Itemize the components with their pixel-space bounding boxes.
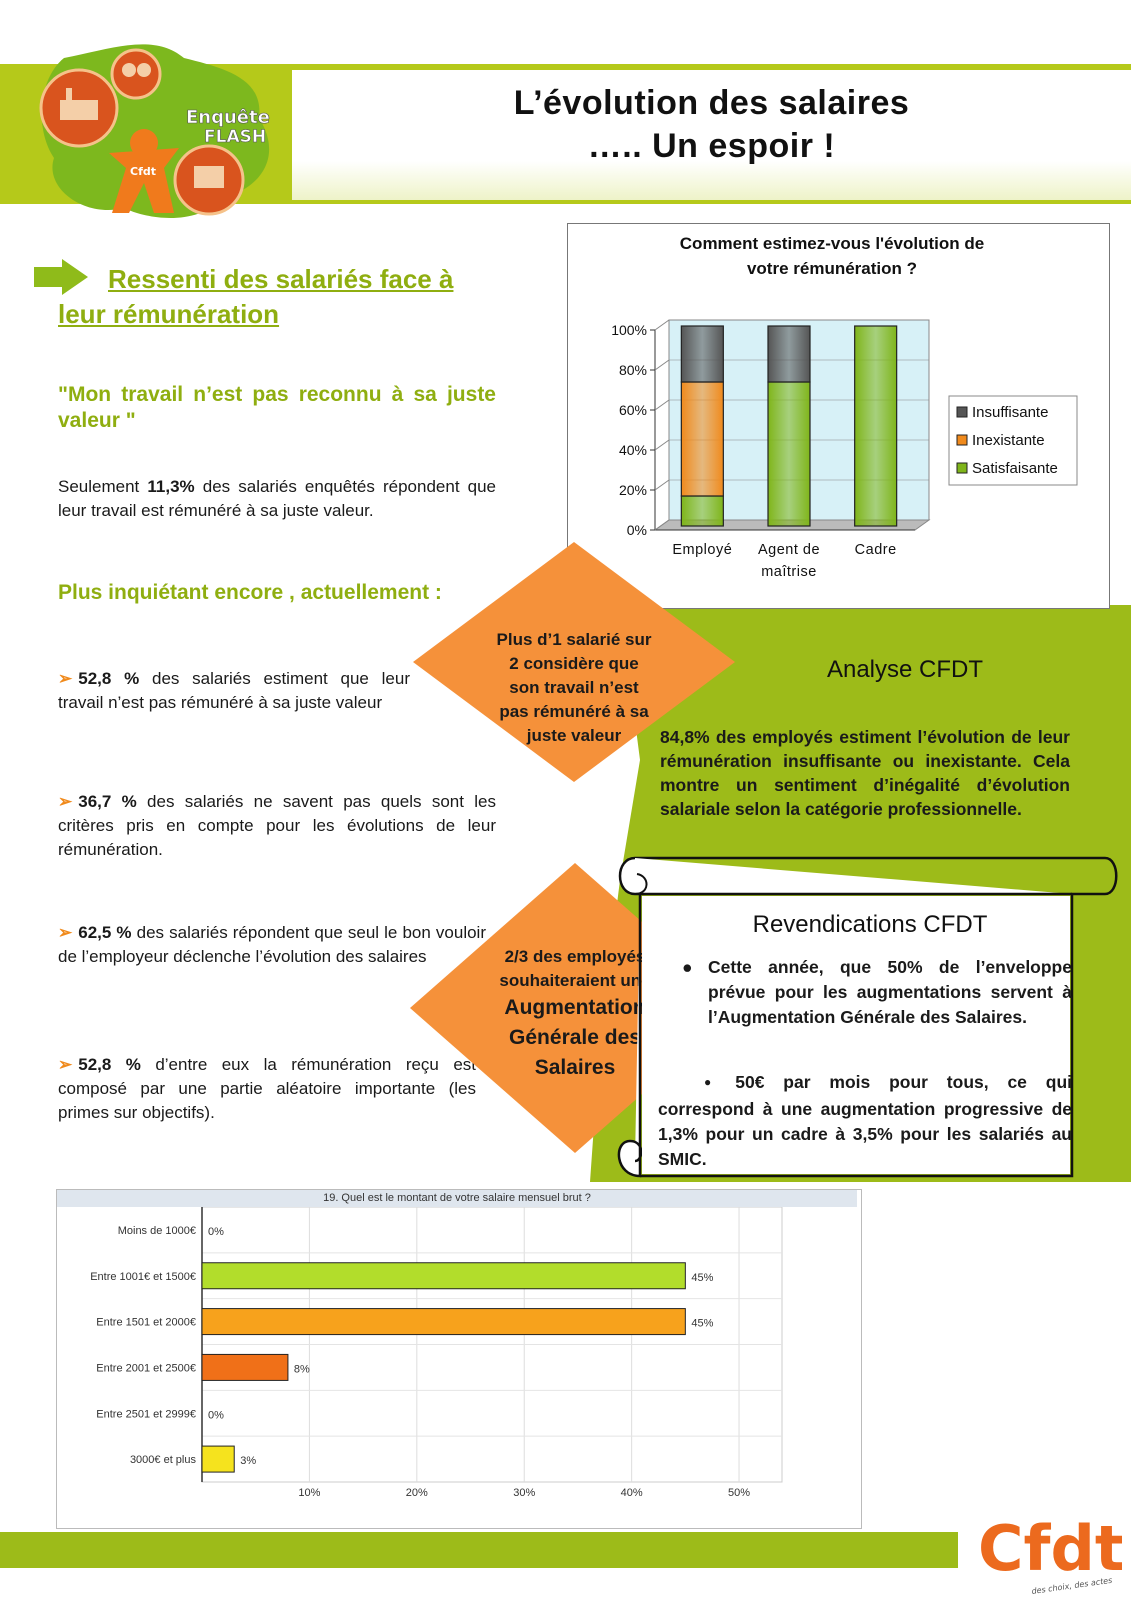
y-grid-diag <box>654 359 670 371</box>
worry-heading: Plus inquiétant encore , actuellement : <box>58 581 442 604</box>
legend-swatch-insuffisante <box>956 406 968 418</box>
computer-icon <box>194 166 224 188</box>
chart-salary: 10% 20% 30% 40% 50% Moins de 1000€ 0% Entre 100… <box>90 1207 783 1499</box>
cfdt-logo-box <box>958 1488 1131 1600</box>
factory-icon <box>60 100 98 120</box>
arrow-right-icon <box>34 259 88 295</box>
enquete-flash-logo: Enquête FLASH Cfdt <box>39 44 270 218</box>
title-box <box>292 70 1131 200</box>
page-title-line2: ….. Un espoir ! <box>587 127 836 165</box>
legend-swatch-inexistante <box>956 434 968 446</box>
bullet-3: ➢ 62,5 % des salariés répondent que seul … <box>58 923 486 966</box>
x-tick-label: 30% <box>513 1487 535 1499</box>
legend-label: Insuffisante <box>972 404 1048 421</box>
bar-segment-insuffisante <box>767 325 811 383</box>
quote-heading: "Mon travail n’est pas reconnu à sa just… <box>58 383 496 432</box>
bar-segment-inexistante <box>680 381 724 497</box>
bullet-dot-icon: ● <box>682 957 693 977</box>
y-tick-label: 100% <box>611 322 647 338</box>
category-label: 3000€ et plus <box>130 1454 197 1466</box>
claim-2: ● 50€ par mois pour tous, ce qui correspo… <box>658 1072 1073 1169</box>
svg-text:Cfdt: Cfdt <box>130 165 156 178</box>
x-tick-label: Agent de <box>758 542 820 558</box>
diamond-callout-1 <box>413 542 735 782</box>
chart-title-line2: votre rémunération ? <box>747 259 917 278</box>
claims-title: Revendications CFDT <box>752 911 988 938</box>
x-tick-label: maîtrise <box>761 564 817 580</box>
chevron-right-icon: ➢ <box>58 1055 73 1074</box>
x-tick-label: 10% <box>298 1487 320 1499</box>
bar-segment-satisfaisante <box>680 495 724 527</box>
x-tick-label: 50% <box>728 1487 750 1499</box>
diamond-2-text: 2/3 des employés souhaiteraient une Augme… <box>499 947 651 1079</box>
y-tick-label: 20% <box>619 482 647 498</box>
category-label: Entre 2001 et 2500€ <box>96 1362 196 1374</box>
bullet-2: ➢ 36,7 % des salariés ne savent pas quels… <box>58 792 496 859</box>
y-grid-diag <box>654 399 670 411</box>
footer-band <box>0 1532 1131 1568</box>
bar-value-label: 8% <box>294 1363 310 1375</box>
chevron-right-icon: ➢ <box>58 923 73 942</box>
y-grid-diag <box>654 439 670 451</box>
legend-label: Inexistante <box>972 432 1045 449</box>
bar-segment-satisfaisante <box>854 325 898 527</box>
bar-value-label: 0% <box>208 1409 224 1421</box>
bar-value-label: 0% <box>208 1226 224 1238</box>
bullet-1: ➢ 52,8 % des salariés estiment que leur t… <box>58 669 410 712</box>
x-tick-label: Employé <box>672 542 732 558</box>
category-label: Entre 1001€ et 1500€ <box>90 1271 196 1283</box>
y-tick-label: 40% <box>619 442 647 458</box>
claim-1: ● Cette année, que 50% de l’enveloppe pré… <box>682 957 1072 1027</box>
page-title-line1: L’évolution des salaires <box>513 84 910 122</box>
x-tick-label: 20% <box>406 1487 428 1499</box>
x-tick-label: 40% <box>621 1487 643 1499</box>
y-grid-diag <box>654 479 670 491</box>
analysis-body: 84,8% des employés estiment l’évolution … <box>660 727 1070 819</box>
y-grid-diag <box>654 319 670 331</box>
chart-evolution: Comment estimez-vous l'évolution de votre… <box>611 234 1078 580</box>
svg-text:Enquête: Enquête <box>186 107 270 128</box>
bar-segment-satisfaisante <box>767 381 811 527</box>
svg-text:Cfdt: Cfdt <box>978 1512 1122 1585</box>
bar-value-label: 3% <box>240 1455 256 1467</box>
bar-value-label: 45% <box>691 1318 713 1330</box>
y-tick-label: 80% <box>619 362 647 378</box>
salary-bar <box>201 1445 235 1473</box>
category-label: Entre 1501 et 2000€ <box>96 1317 196 1329</box>
bar-segment-insuffisante <box>680 325 724 383</box>
chart-legend <box>948 395 1078 486</box>
salary-bar <box>201 1353 289 1381</box>
section-title: Ressenti des salariés face à leur rémuné… <box>58 264 454 329</box>
legend-swatch-satisfaisante <box>956 462 968 474</box>
chevron-right-icon: ➢ <box>58 669 73 688</box>
category-label: Entre 2501 et 2999€ <box>96 1408 196 1420</box>
x-tick-label: Cadre <box>855 542 897 558</box>
bar-value-label: 45% <box>691 1272 713 1284</box>
people-icon <box>122 63 136 77</box>
bullet-4: ➢ 52,8 % d’entre eux la rémunération reçu… <box>58 1055 476 1122</box>
legend-label: Satisfaisante <box>972 460 1058 477</box>
category-label: Moins de 1000€ <box>118 1225 196 1237</box>
diamond-1-text: Plus d’1 salarié sur 2 considère que son t… <box>496 630 652 745</box>
cfdt-logo: Cfdt des choix, des actes <box>978 1512 1122 1596</box>
y-tick-label: 0% <box>627 522 647 538</box>
y-grid-diag <box>654 519 670 531</box>
bullet-dot-icon: ● <box>704 1075 726 1089</box>
chart-title-line1: Comment estimez-vous l'évolution de <box>680 234 984 253</box>
svg-text:FLASH: FLASH <box>204 127 266 147</box>
analysis-title: Analyse CFDT <box>826 656 984 683</box>
intro-paragraph: Seulement 11,3% des salariés enquêtés ré… <box>58 477 496 520</box>
scroll-frame <box>617 856 1118 1178</box>
chevron-right-icon: ➢ <box>58 792 73 811</box>
salary-bar <box>201 1262 686 1290</box>
chart-salary-title: 19. Quel est le montant de votre salaire… <box>57 1190 857 1207</box>
y-tick-label: 60% <box>619 402 647 418</box>
salary-bar <box>201 1308 686 1336</box>
